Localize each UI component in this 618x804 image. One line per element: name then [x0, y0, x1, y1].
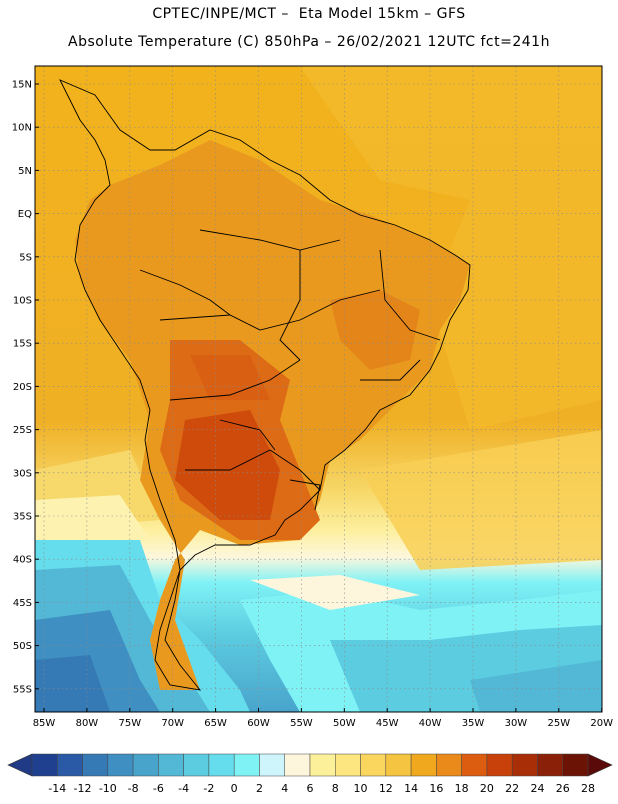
- lon-label: 30W: [505, 718, 528, 729]
- colorbar-label: -10: [99, 782, 117, 795]
- colorbar-label: 28: [581, 782, 595, 795]
- colorbar-label: 2: [256, 782, 263, 795]
- colorbar-labels: -14 -12 -10 -8 -6 -4 -2 0 2 4 6 8 10 12 14 16 18 20 22 24 26…: [48, 782, 595, 795]
- lon-label: 40W: [419, 718, 442, 729]
- colorbar-label: 14: [404, 782, 418, 795]
- lat-lon-grid: [35, 66, 603, 712]
- colorbar-swatch: [284, 753, 311, 777]
- colorbar-swatch: [208, 753, 235, 777]
- lon-label: 35W: [462, 718, 485, 729]
- colorbar-label: 8: [332, 782, 339, 795]
- colorbar-swatch: [385, 753, 412, 777]
- colorbar-swatch: [233, 753, 260, 777]
- colorbar-swatch: [537, 753, 563, 777]
- lon-label: 75W: [118, 718, 141, 729]
- colorbar-label: -2: [203, 782, 214, 795]
- lon-label: 20W: [590, 718, 613, 729]
- lon-label: 55W: [290, 718, 313, 729]
- colorbar-low-arrow: [7, 753, 33, 777]
- lon-label: 85W: [33, 718, 56, 729]
- lat-label: EQ: [18, 209, 32, 220]
- colorbar-label: 20: [480, 782, 494, 795]
- lat-label: 50S: [13, 641, 32, 652]
- longitude-labels: 85W 80W 75W 70W 65W 60W 55W 50W 45W 40W 35W 30W 25W 2…: [33, 718, 613, 729]
- latitude-labels: 15N 10N 5N EQ 5S 10S 15S 20S 25S 30S 35S 40S 45S 50S 5…: [12, 80, 32, 696]
- colorbar-swatch: [82, 753, 109, 777]
- colorbar-high-arrow: [587, 753, 613, 777]
- colorbar-label: -14: [48, 782, 66, 795]
- colorbar-swatch: [511, 753, 538, 777]
- temperature-field: [35, 66, 602, 712]
- colorbar: [7, 753, 613, 777]
- colorbar-label: 12: [379, 782, 393, 795]
- colorbar-label: 0: [231, 782, 238, 795]
- lat-label: 5S: [19, 252, 32, 263]
- colorbar-swatch: [562, 753, 589, 777]
- chart-title-line1: CPTEC/INPE/MCT – Eta Model 15km – GFS: [152, 6, 466, 22]
- lat-label: 55S: [13, 684, 32, 695]
- lat-label: 15S: [13, 339, 32, 350]
- colorbar-label: 16: [429, 782, 443, 795]
- map-frame: [34, 65, 603, 713]
- coastlines-and-borders: [59, 79, 471, 691]
- lat-label: 20S: [13, 382, 32, 393]
- colorbar-label: 4: [281, 782, 288, 795]
- colorbar-label: 26: [556, 782, 570, 795]
- lat-label: 40S: [13, 555, 32, 566]
- lat-label: 5N: [18, 166, 32, 177]
- lat-label: 10N: [12, 123, 32, 134]
- axis-ticks: [35, 83, 603, 712]
- lon-label: 25W: [547, 718, 570, 729]
- lon-label: 60W: [247, 718, 270, 729]
- colorbar-swatch: [259, 753, 285, 777]
- colorbar-swatch: [183, 753, 210, 777]
- colorbar-swatch: [461, 753, 488, 777]
- colorbar-label: -12: [74, 782, 92, 795]
- lat-label: 25S: [13, 425, 32, 436]
- colorbar-swatch: [31, 753, 58, 777]
- lon-label: 50W: [333, 718, 356, 729]
- colorbar-swatch: [436, 753, 462, 777]
- chart-title-line2: Absolute Temperature (C) 850hPa – 26/02/…: [68, 34, 550, 50]
- lon-label: 80W: [76, 718, 99, 729]
- colorbar-swatch: [360, 753, 387, 777]
- lon-label: 65W: [204, 718, 227, 729]
- lon-label: 70W: [161, 718, 184, 729]
- colorbar-label: 18: [455, 782, 469, 795]
- colorbar-swatch: [132, 753, 159, 777]
- colorbar-label: -8: [128, 782, 139, 795]
- lat-label: 30S: [13, 468, 32, 479]
- lat-label: 10S: [13, 296, 32, 307]
- lat-label: 45S: [13, 598, 32, 609]
- colorbar-swatch: [107, 753, 134, 777]
- colorbar-swatch: [486, 753, 513, 777]
- lat-label: 35S: [13, 512, 32, 523]
- colorbar-label: -6: [153, 782, 164, 795]
- colorbar-swatch: [410, 753, 437, 777]
- colorbar-label: 10: [354, 782, 368, 795]
- colorbar-label: 22: [505, 782, 519, 795]
- colorbar-label: -4: [178, 782, 189, 795]
- lon-label: 45W: [376, 718, 399, 729]
- colorbar-swatch: [57, 753, 83, 777]
- colorbar-swatch: [309, 753, 336, 777]
- colorbar-label: 6: [307, 782, 314, 795]
- colorbar-swatch: [158, 753, 184, 777]
- colorbar-label: 24: [530, 782, 544, 795]
- colorbar-swatch: [335, 753, 361, 777]
- lat-label: 15N: [12, 80, 32, 91]
